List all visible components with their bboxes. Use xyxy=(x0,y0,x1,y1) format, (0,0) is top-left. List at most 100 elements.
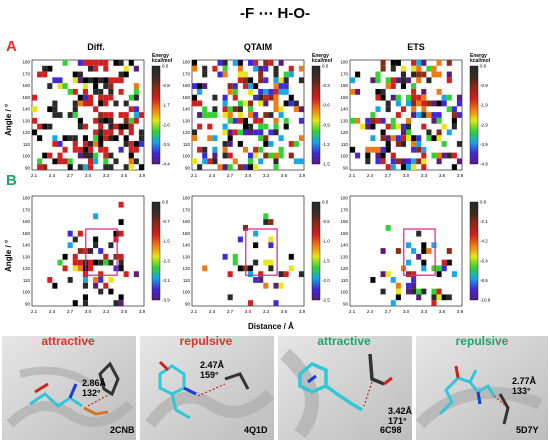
heatmap-cell xyxy=(421,248,427,254)
x-tick-label: 2.7 xyxy=(67,173,74,178)
heatmap-cell xyxy=(421,146,427,153)
heatmap-cell xyxy=(52,77,58,84)
heatmap-cell xyxy=(411,146,417,153)
heatmap-cell xyxy=(400,141,406,147)
heatmap-cell xyxy=(82,94,88,101)
heatmap-cell xyxy=(77,77,83,84)
heatmap-cell xyxy=(237,71,243,78)
y-tick-label: 140 xyxy=(340,107,348,112)
colorbar-tick-label: 0.0 xyxy=(322,200,329,205)
heatmap-cell xyxy=(128,164,134,170)
heatmap-cell xyxy=(268,112,274,118)
heatmap-cell xyxy=(82,135,88,142)
highlight-box xyxy=(85,228,118,276)
heatmap-cell xyxy=(77,230,83,237)
heatmap-cell xyxy=(108,77,114,84)
heatmap-cell xyxy=(98,94,104,101)
heatmap-cell xyxy=(128,123,134,130)
heatmap-cell xyxy=(123,65,129,72)
heatmap-cell xyxy=(128,152,134,159)
heatmap-cell xyxy=(123,71,129,78)
heatmap-cell xyxy=(395,141,401,147)
heatmap-cell xyxy=(123,141,129,147)
heatmap-cell xyxy=(278,271,284,278)
heatmap-cell xyxy=(77,71,83,78)
heatmap-cell xyxy=(57,77,63,84)
y-tick-label: 180 xyxy=(340,60,348,65)
heatmap-cell xyxy=(237,236,243,243)
x-tick-label: 3.6 xyxy=(439,309,446,314)
heatmap-cell xyxy=(426,248,432,254)
y-tick-label: 160 xyxy=(22,219,30,224)
heatmap-cell xyxy=(395,112,401,118)
heatmap-cell xyxy=(118,112,124,118)
colorbar-tick-label: -3.9 xyxy=(480,142,488,147)
heatmap-cell xyxy=(278,106,284,113)
heatmap-cell xyxy=(72,259,78,266)
heatmap-cell xyxy=(98,60,104,66)
heatmap-cell xyxy=(98,88,104,95)
heatmap-cell xyxy=(88,259,94,266)
heatmap-cell xyxy=(416,253,422,260)
heatmap-cell xyxy=(411,282,417,289)
heatmap-cell xyxy=(380,94,386,101)
heatmap-cell xyxy=(222,100,228,107)
heatmap-cell xyxy=(253,65,259,72)
heatmap-cell xyxy=(138,141,144,147)
heatmap-cell xyxy=(273,117,279,124)
heatmap-cell xyxy=(52,141,58,147)
heatmap-cell xyxy=(192,100,198,107)
x-tick-label: 3.3 xyxy=(263,309,270,314)
heatmap-cell xyxy=(288,141,294,147)
heatmap-cell xyxy=(288,152,294,159)
heatmap-panels: 2.1 2.4 2.7 3.0 3.3 3.6 3.9 180 170 160 150 140 130 1… xyxy=(22,53,490,314)
heatmap-cell xyxy=(395,100,401,107)
heatmap-cell xyxy=(113,300,119,306)
heatmap-cell xyxy=(202,158,208,165)
y-tick-label: 110 xyxy=(23,142,31,147)
heatmap-cell xyxy=(118,129,124,136)
heatmap-cell xyxy=(242,129,248,136)
heatmap-cell xyxy=(118,230,124,237)
heatmap-cell xyxy=(441,100,447,107)
heatmap-cell xyxy=(436,129,442,136)
heatmap-cell xyxy=(385,123,391,130)
heatmap-cell xyxy=(268,94,274,101)
heatmap-cell xyxy=(451,152,457,159)
heatmap-2: 2.1 2.4 2.7 3.0 3.3 3.6 3.9 180 170 160 150 140 130 1… xyxy=(182,53,332,178)
colorbar-tick-label: 0.0 xyxy=(480,200,487,205)
heatmap-cell xyxy=(411,277,417,283)
x-axis-label: Distance / Å xyxy=(248,322,294,331)
heatmap-cell xyxy=(32,94,38,101)
heatmap-cell xyxy=(406,282,412,289)
colorbar-tick-label: -1.5 xyxy=(322,258,330,263)
y-tick-label: 150 xyxy=(182,95,190,100)
heatmap-cell xyxy=(82,77,88,84)
heatmap-cell xyxy=(197,164,203,170)
heatmap-cell xyxy=(108,164,114,170)
x-tick-label: 3.0 xyxy=(403,309,410,314)
heatmap-cell xyxy=(98,259,104,266)
heatmap-cell xyxy=(113,60,119,66)
heatmap-cell xyxy=(278,77,284,84)
heatmap-cell xyxy=(103,100,109,107)
heatmap-cell xyxy=(380,135,386,142)
heatmap-cell xyxy=(88,77,94,84)
heatmap-cell xyxy=(451,271,457,278)
heatmap-cell xyxy=(192,129,198,136)
heatmap-cell xyxy=(133,83,139,89)
heatmap-cell xyxy=(263,100,269,107)
x-tick-label: 2.4 xyxy=(367,309,374,314)
heatmap-cell xyxy=(128,129,134,136)
heatmap-cell xyxy=(431,117,437,124)
colorbar xyxy=(311,201,321,301)
x-tick-label: 2.4 xyxy=(209,173,216,178)
heatmap-cell xyxy=(202,83,208,89)
y-tick-label: 110 xyxy=(341,278,349,283)
heatmap-cell xyxy=(133,141,139,147)
heatmap-cell xyxy=(227,112,233,118)
heatmap-cell xyxy=(273,88,279,95)
heatmap-cell xyxy=(232,60,238,66)
heatmap-cell xyxy=(441,265,447,272)
heatmap-cell xyxy=(248,77,254,84)
